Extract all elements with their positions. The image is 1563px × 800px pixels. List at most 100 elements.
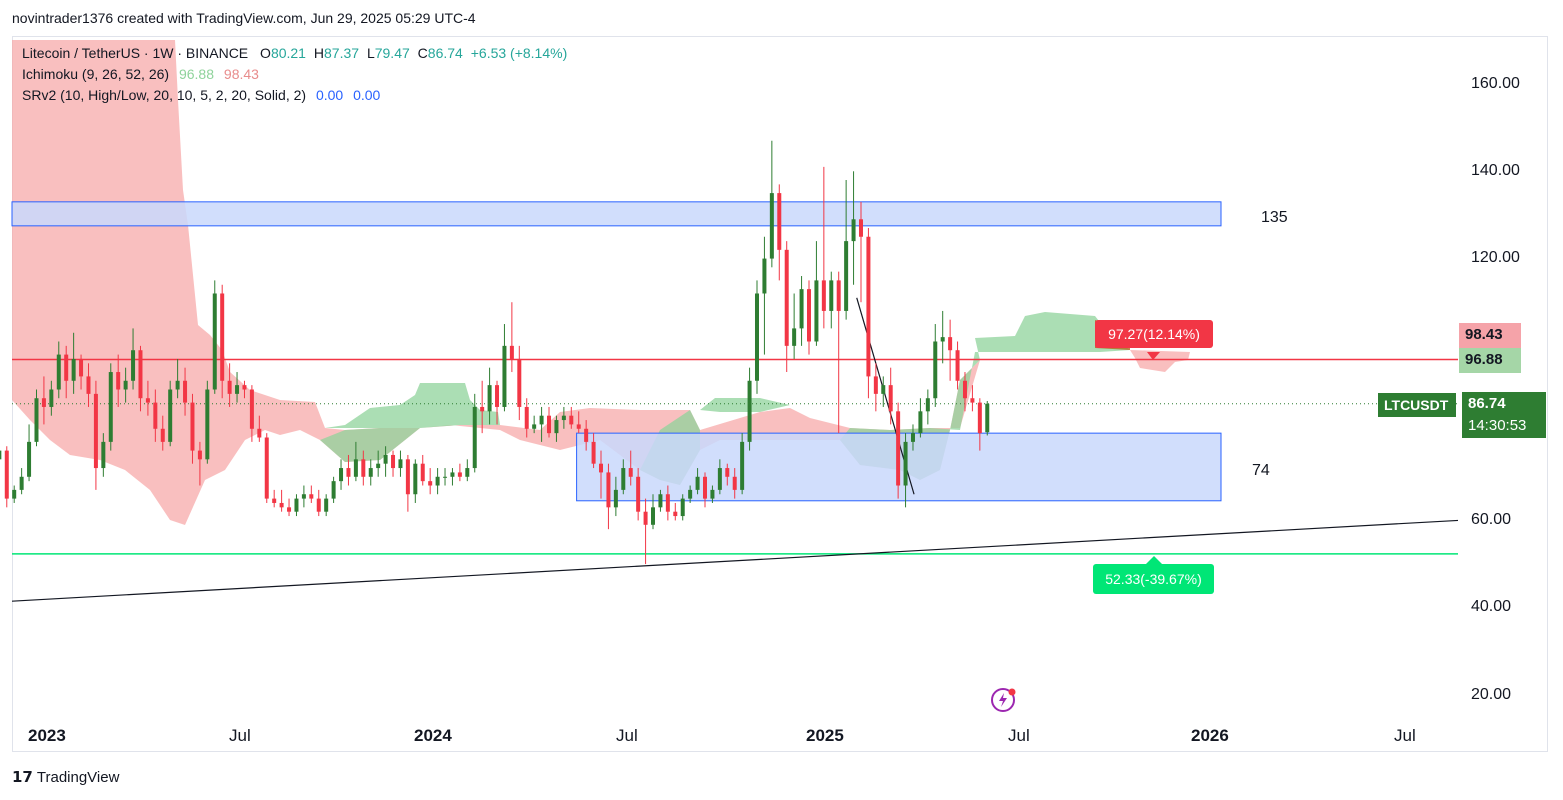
candle-bear	[970, 398, 975, 403]
candle-bull	[561, 415, 566, 421]
candle-bear	[599, 463, 604, 473]
candle-bull	[27, 441, 32, 477]
candle-bull	[450, 472, 455, 477]
candle-bull	[398, 459, 403, 469]
x-tick-label: 2024	[414, 726, 452, 745]
candle-bear	[153, 402, 158, 429]
candle-bull	[680, 498, 685, 517]
legend-symbol-name: Litecoin / TetherUS · 1W · BINANCE	[22, 45, 249, 61]
candle-bull	[710, 489, 715, 499]
legend-ichimoku[interactable]: Ichimoku (9, 26, 52, 26) 96.88 98.43	[22, 66, 259, 82]
legend-srv2[interactable]: SRv2 (10, High/Low, 20, 10, 5, 2, 20, So…	[22, 87, 380, 103]
candle-bear	[955, 350, 960, 381]
candle-bull	[799, 289, 804, 329]
candle-bear	[257, 428, 262, 438]
candle-bull	[339, 468, 344, 482]
x-tick-label: 2023	[28, 726, 66, 745]
candle-bull	[168, 389, 173, 442]
candle-bull	[108, 372, 113, 442]
legend-ichimoku-v1: 96.88	[178, 66, 215, 82]
tradingview-logo-icon: 𝟭𝟳	[12, 769, 33, 786]
candle-bull	[205, 389, 210, 460]
legend-ichimoku-v2: 98.43	[223, 66, 259, 82]
lightning-icon[interactable]	[990, 686, 1018, 714]
candle-bull	[651, 507, 656, 525]
legend-srv2-v1: 0.00	[315, 87, 344, 103]
legend-symbol-line[interactable]: Litecoin / TetherUS · 1W · BINANCE O80.2…	[22, 45, 567, 61]
last-price-value: 86.74	[1468, 395, 1506, 412]
candle-bear	[116, 372, 121, 390]
target-down-label: 52.33(-39.67%)	[1093, 564, 1214, 594]
target-up-label: 97.27(12.14%)	[1095, 320, 1213, 348]
legend-srv2-name: SRv2 (10, High/Low, 20, 10, 5, 2, 20, So…	[22, 87, 307, 103]
candle-bear	[703, 476, 708, 499]
legend-low-value: 79.47	[374, 45, 410, 61]
candle-bear	[391, 454, 396, 469]
candle-bull	[554, 420, 559, 434]
candle-bull	[368, 468, 373, 477]
zone-lower-label: 74	[1252, 462, 1270, 479]
candle-bull	[383, 454, 388, 464]
x-tick-label: 2025	[806, 726, 844, 745]
candle-bear	[977, 402, 982, 434]
last-price-tag: 86.74 14:30:53	[1462, 392, 1546, 438]
y-tick-label: 140.00	[1471, 162, 1520, 179]
candle-bear	[732, 476, 737, 490]
candle-bear	[569, 415, 574, 425]
candle-bull	[925, 398, 930, 412]
candle-bear	[636, 476, 641, 512]
candle-bull	[12, 489, 17, 499]
candle-bear	[316, 498, 321, 512]
candle-bull	[353, 459, 358, 477]
candle-bear	[405, 459, 410, 495]
candle-bull	[903, 441, 908, 486]
candle-bull	[34, 398, 39, 442]
candle-bear	[160, 428, 165, 442]
legend-open-label: O	[260, 45, 271, 61]
footer-brand[interactable]: 𝟭𝟳 TradingView	[12, 768, 119, 786]
x-tick-label: Jul	[229, 726, 251, 745]
candle-bear	[86, 376, 91, 394]
candle-bull	[613, 489, 618, 508]
candle-bear	[509, 345, 514, 359]
candle-bear	[821, 280, 826, 311]
candle-bull	[131, 350, 136, 381]
candle-bear	[4, 450, 9, 499]
candle-bear	[858, 219, 863, 237]
candle-bull	[487, 385, 492, 412]
candle-bear	[873, 376, 878, 394]
candle-bull	[0, 450, 2, 460]
candle-bear	[591, 441, 596, 464]
candle-bear	[272, 498, 277, 503]
candle-bull	[435, 476, 440, 486]
candle-bear	[428, 481, 433, 486]
candle-bull	[376, 463, 381, 469]
y-tick-label: 120.00	[1471, 249, 1520, 266]
candle-bull	[502, 345, 507, 407]
annotations	[1146, 352, 1162, 564]
candle-bear	[896, 411, 901, 486]
candle-bull	[212, 293, 217, 390]
candle-bull	[235, 385, 240, 394]
ichimoku-cloud-bearish	[1130, 350, 1190, 372]
legend-open-value: 80.21	[270, 45, 306, 61]
candle-bear	[41, 398, 46, 407]
candle-bull	[933, 341, 938, 399]
candle-bear	[576, 424, 581, 429]
candle-bull	[324, 498, 329, 512]
candle-bear	[420, 463, 425, 482]
target-up-marker	[1147, 352, 1160, 360]
candle-bear	[227, 380, 232, 394]
chart-attribution: novintrader1376 created with TradingView…	[12, 10, 476, 26]
candle-bull	[747, 380, 752, 442]
legend-srv2-v2: 0.00	[353, 87, 381, 103]
candle-bear	[457, 472, 462, 477]
candle-bull	[465, 468, 470, 477]
target-down-marker	[1146, 556, 1162, 564]
candle-bull	[658, 494, 663, 508]
x-tick-label: 2026	[1191, 726, 1229, 745]
legend-close-value: 86.74	[427, 45, 463, 61]
legend-ichimoku-name: Ichimoku (9, 26, 52, 26)	[22, 66, 170, 82]
legend-high-value: 87.37	[324, 45, 360, 61]
